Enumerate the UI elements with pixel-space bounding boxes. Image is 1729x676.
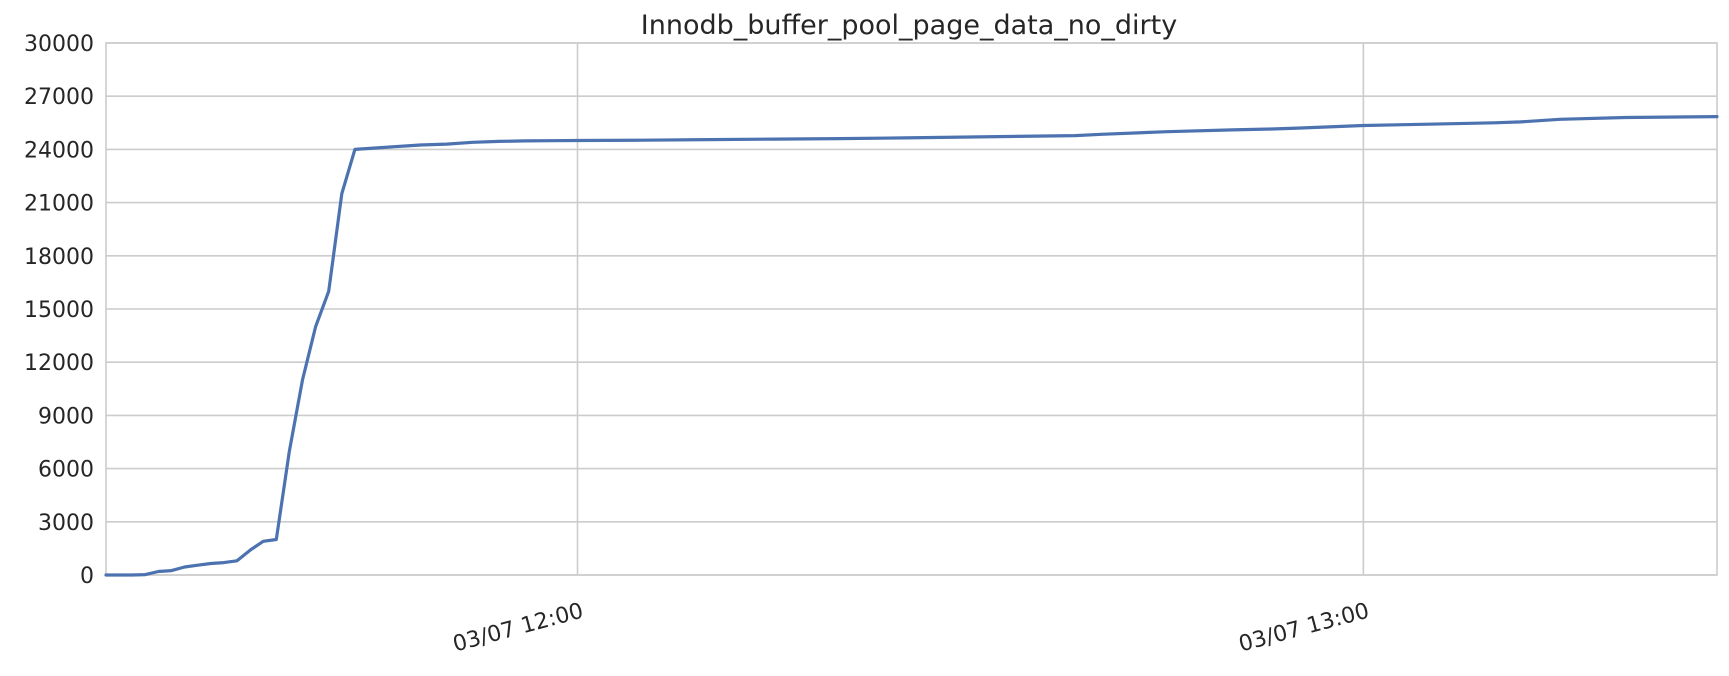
y-tick-label: 0 bbox=[80, 564, 94, 589]
chart-title: Innodb_buffer_pool_page_data_no_dirty bbox=[641, 10, 1177, 41]
series-layer bbox=[104, 114, 1719, 577]
y-tick-label: 24000 bbox=[24, 138, 94, 163]
y-tick-label: 6000 bbox=[38, 458, 94, 483]
y-tick-label: 30000 bbox=[24, 32, 94, 57]
y-tick-label: 3000 bbox=[38, 511, 94, 536]
x-axis-tick-labels: 03/07 12:00 03/07 13:00 bbox=[450, 599, 1372, 658]
y-tick-label: 21000 bbox=[24, 192, 94, 217]
y-tick-label: 27000 bbox=[24, 85, 94, 110]
y-tick-label: 18000 bbox=[24, 245, 94, 270]
y-axis-tick-labels: 0 3000 6000 9000 12000 15000 18000 21000 24000 27… bbox=[24, 32, 94, 589]
y-tick-label: 15000 bbox=[24, 298, 94, 323]
x-tick-label: 03/07 12:00 bbox=[450, 599, 586, 658]
x-tick-label: 03/07 13:00 bbox=[1236, 599, 1372, 658]
plot-frame bbox=[105, 42, 1718, 576]
series-line bbox=[104, 114, 1719, 577]
y-tick-label: 12000 bbox=[24, 351, 94, 376]
y-tick-label: 9000 bbox=[38, 404, 94, 429]
